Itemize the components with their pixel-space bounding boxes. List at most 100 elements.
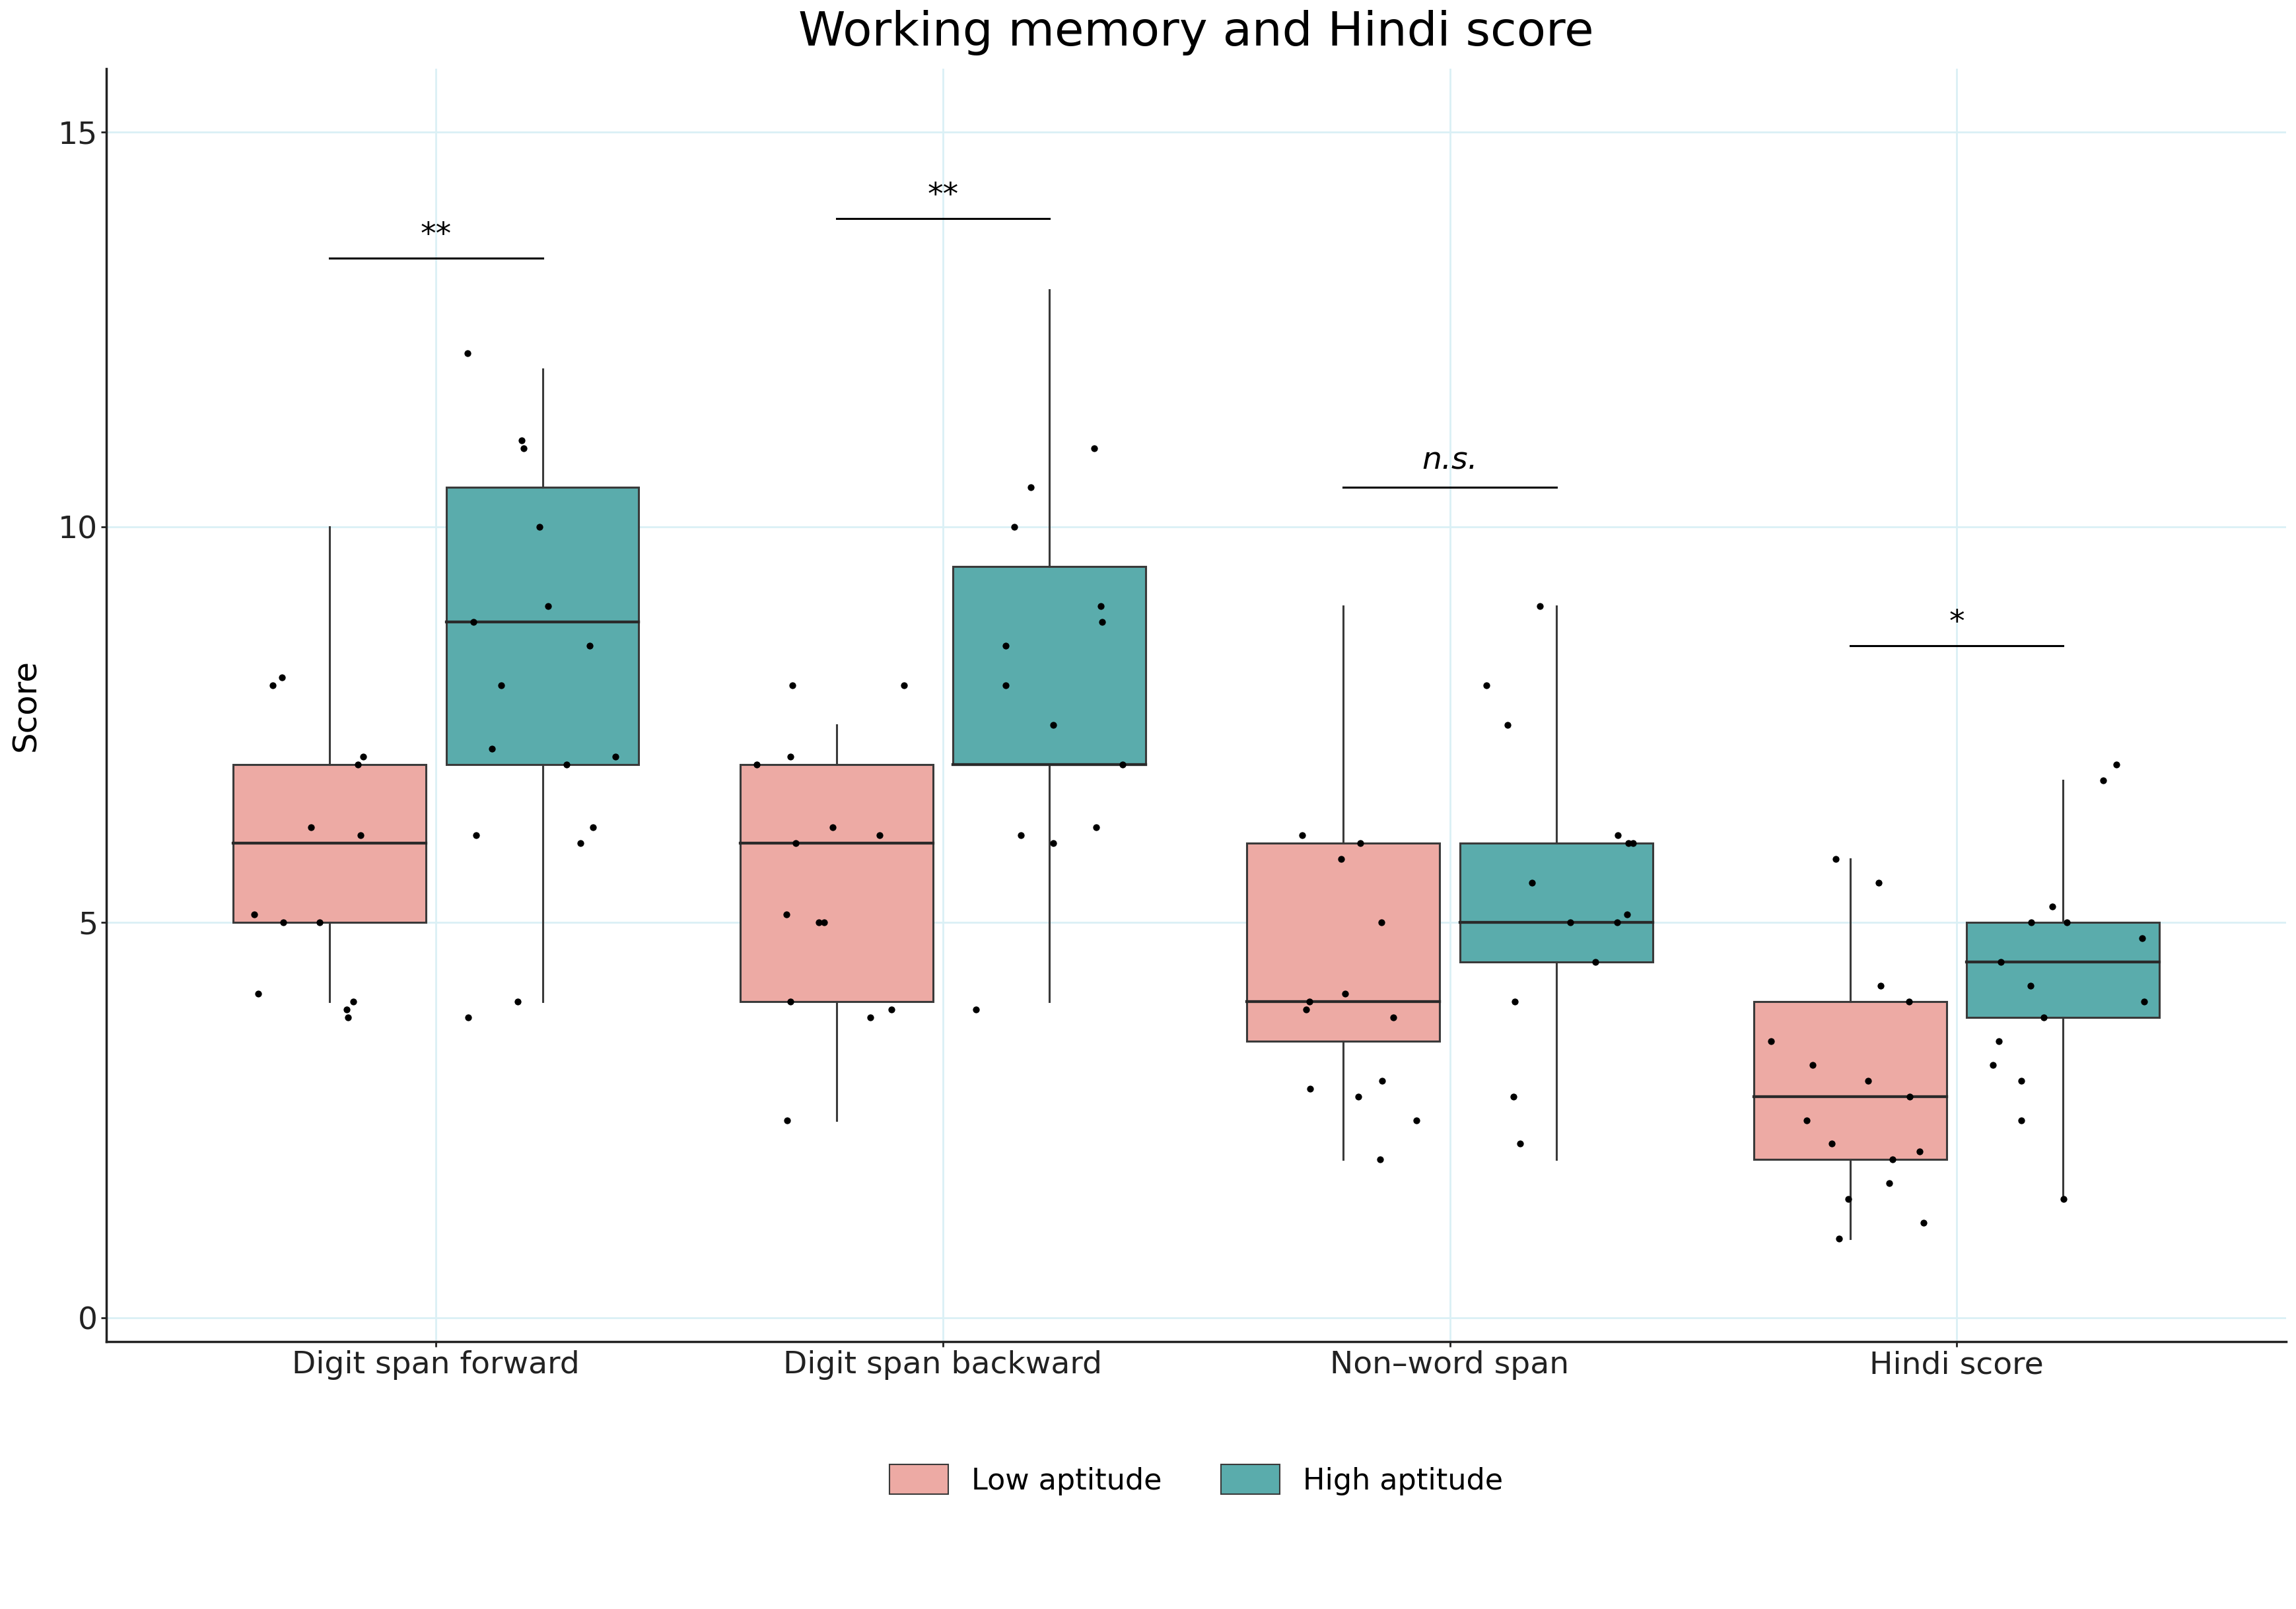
Point <box>1609 901 1646 927</box>
Point <box>769 1107 806 1133</box>
Point <box>450 339 487 365</box>
Point <box>1290 988 1327 1014</box>
Point <box>1502 1131 1538 1157</box>
Point <box>264 909 301 935</box>
Point <box>861 822 898 848</box>
Point <box>2014 909 2050 935</box>
Point <box>1327 981 1364 1007</box>
Point <box>574 814 611 840</box>
Point <box>1490 711 1527 737</box>
Point <box>2002 1107 2039 1133</box>
Point <box>2124 925 2161 951</box>
Point <box>2046 1186 2082 1212</box>
Point <box>1522 594 1559 619</box>
Point <box>1830 1186 1867 1212</box>
Point <box>1598 909 1635 935</box>
Point <box>1984 949 2020 975</box>
Bar <box>234 764 427 922</box>
Point <box>872 996 909 1022</box>
Point <box>1013 475 1049 500</box>
Point <box>771 743 808 769</box>
Point <box>482 673 519 698</box>
Point <box>1818 846 1855 872</box>
Point <box>1077 434 1114 460</box>
Point <box>957 996 994 1022</box>
Point <box>739 751 776 777</box>
Legend: Low aptitude, High aptitude: Low aptitude, High aptitude <box>877 1453 1515 1508</box>
Bar <box>1754 1001 1947 1160</box>
Point <box>294 814 331 840</box>
Point <box>1035 830 1072 856</box>
Point <box>342 822 379 848</box>
Point <box>2099 751 2135 777</box>
Point <box>255 673 292 698</box>
Point <box>852 1004 889 1030</box>
Point <box>806 909 843 935</box>
Point <box>1752 1028 1789 1054</box>
Point <box>2048 909 2085 935</box>
Point <box>503 428 540 454</box>
Point <box>455 610 491 636</box>
Point <box>2002 1068 2039 1094</box>
Point <box>801 909 838 935</box>
Point <box>1035 711 1072 737</box>
Bar <box>739 764 932 1001</box>
Point <box>1814 1131 1851 1157</box>
Point <box>1467 673 1504 698</box>
Point <box>239 981 276 1007</box>
Point <box>505 434 542 460</box>
Point <box>1081 594 1118 619</box>
Point <box>331 1004 367 1030</box>
Point <box>1364 909 1401 935</box>
Point <box>563 830 599 856</box>
Point <box>1979 1028 2016 1054</box>
Point <box>1084 610 1120 636</box>
Point <box>1003 822 1040 848</box>
Point <box>1077 814 1114 840</box>
Point <box>236 901 273 927</box>
Point <box>2126 988 2163 1014</box>
Point <box>2014 973 2050 999</box>
Point <box>815 814 852 840</box>
Point <box>1341 1083 1378 1109</box>
Point <box>530 594 567 619</box>
Point <box>1341 830 1378 856</box>
Point <box>987 632 1024 658</box>
Point <box>549 751 585 777</box>
Point <box>2034 893 2071 919</box>
Point <box>1293 1075 1329 1101</box>
Point <box>498 988 535 1014</box>
Point <box>2025 1004 2062 1030</box>
Point <box>1871 1170 1908 1195</box>
Point <box>769 901 806 927</box>
Point <box>886 673 923 698</box>
Point <box>1874 1147 1910 1173</box>
Point <box>450 1004 487 1030</box>
Point <box>1495 1083 1531 1109</box>
Bar <box>1460 843 1653 962</box>
Point <box>1862 973 1899 999</box>
Point <box>1552 909 1589 935</box>
Bar <box>1968 922 2158 1017</box>
Point <box>778 830 815 856</box>
Point <box>1600 822 1637 848</box>
Point <box>344 743 381 769</box>
Point <box>771 988 808 1014</box>
Text: **: ** <box>928 182 957 211</box>
Point <box>1892 1083 1929 1109</box>
Point <box>1906 1210 1942 1236</box>
Point <box>597 743 634 769</box>
Y-axis label: Score: Score <box>9 658 41 751</box>
Point <box>1609 830 1646 856</box>
Point <box>1577 949 1614 975</box>
Point <box>1821 1226 1857 1252</box>
Point <box>335 988 372 1014</box>
Point <box>1513 870 1550 896</box>
Point <box>264 665 301 690</box>
Point <box>1975 1052 2011 1078</box>
Point <box>1375 1004 1412 1030</box>
Point <box>1398 1107 1435 1133</box>
Point <box>1892 988 1929 1014</box>
Point <box>457 822 494 848</box>
Point <box>996 515 1033 541</box>
